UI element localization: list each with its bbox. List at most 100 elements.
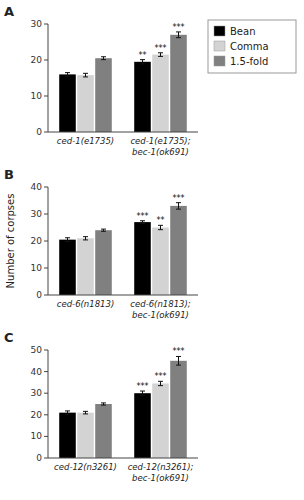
legend-swatch [214, 56, 225, 66]
panel-label: C [4, 330, 14, 345]
error-bar [158, 53, 163, 57]
y-tick-label: 20 [31, 236, 43, 246]
bar [152, 55, 169, 132]
error-bar-cap [140, 395, 145, 396]
annotation: *** [137, 382, 149, 391]
error-bar [83, 411, 88, 414]
y-tick-label: 10 [31, 263, 43, 273]
y-tick-label: 0 [36, 453, 42, 463]
x-axis [48, 132, 198, 133]
error-bar-line [160, 225, 161, 229]
error-bar [140, 221, 145, 224]
x-tick-label-line: ced-6(n1813); [130, 299, 190, 309]
y-axis [48, 24, 49, 132]
annotation: *** [155, 372, 167, 381]
figure: A 0 10 20 30 ced-1(e1735) ced-1(e1735);bec-1(o… [0, 0, 304, 500]
legend-label: Bean [230, 26, 255, 37]
y-tick-label: 20 [31, 55, 43, 65]
y-tick-label: 20 [31, 410, 43, 420]
y-tick [44, 350, 48, 351]
y-tick [44, 414, 48, 415]
y-tick-label: 0 [36, 127, 42, 137]
y-tick-label: 10 [31, 91, 43, 101]
y-tick-label: 0 [36, 290, 42, 300]
error-bar [158, 225, 163, 229]
error-bar-line [142, 391, 143, 395]
panel: C01020304050ced-12(n3261)ced-12(n3261);b… [4, 330, 198, 483]
y-tick-label: 30 [31, 209, 43, 219]
error-bar [140, 60, 145, 64]
panel: B010203040Number of corpsesced-6(n1813)c… [4, 167, 198, 320]
bar [95, 58, 112, 132]
y-tick-label: 10 [31, 431, 43, 441]
bar [170, 35, 187, 132]
y-tick-label: 50 [31, 345, 43, 355]
bar [170, 361, 187, 458]
y-tick [44, 436, 48, 437]
error-bar-cap [101, 231, 106, 232]
plot-area [59, 356, 187, 458]
y-tick [44, 295, 48, 296]
bar [134, 62, 151, 132]
x-tick-label: ced-6(n1813) [57, 299, 114, 309]
bar [170, 206, 187, 295]
error-bar-cap [65, 237, 70, 238]
legend-swatch [214, 41, 225, 51]
y-axis-label: Number of corpses [5, 194, 16, 289]
error-bar-cap [101, 402, 106, 403]
y-tick [44, 371, 48, 372]
error-bar-cap [65, 72, 70, 73]
y-tick [44, 132, 48, 133]
error-bar-line [67, 73, 68, 77]
error-bar [83, 73, 88, 77]
error-bar [65, 238, 70, 242]
plot-area [59, 203, 187, 295]
bar [134, 222, 151, 295]
y-axis [48, 350, 49, 458]
legend: Bean Comma 1.5-fold [208, 20, 296, 73]
y-tick [44, 393, 48, 394]
x-tick-label-line: ced-1(e1735) [57, 136, 114, 146]
plot-area [59, 32, 187, 132]
y-tick-label: 40 [31, 182, 43, 192]
error-bar-line [67, 238, 68, 242]
error-bar-cap [140, 63, 145, 64]
error-bar [65, 411, 70, 414]
x-tick-label: ced-6(n1813);bec-1(ok691) [130, 299, 190, 320]
error-bar-cap [140, 223, 145, 224]
legend-label: Comma [230, 41, 269, 52]
annotation: *** [137, 212, 149, 221]
error-bar-cap [83, 411, 88, 412]
annotation: *** [173, 23, 185, 32]
error-bar-cap [65, 241, 70, 242]
x-tick-label: ced-1(e1735);bec-1(ok691) [130, 136, 190, 157]
error-bar [101, 57, 106, 60]
error-bar-cap [158, 229, 163, 230]
x-axis [48, 295, 198, 296]
legend-label: 1.5-fold [230, 56, 268, 67]
error-bar-cap [158, 385, 163, 386]
y-tick [44, 60, 48, 61]
error-bar-line [160, 53, 161, 57]
annotation: ** [139, 51, 147, 60]
x-tick-label-line: bec-1(ok691) [132, 147, 189, 157]
panel-label: A [4, 4, 14, 19]
y-tick-label: 30 [31, 19, 43, 29]
bar [152, 383, 169, 458]
error-bar-cap [83, 413, 88, 414]
error-bar-cap [65, 76, 70, 77]
legend-box [208, 20, 296, 73]
annotation: ** [157, 216, 165, 225]
error-bar-line [85, 73, 86, 77]
panel: A 0 10 20 30 ced-1(e1735) ced-1(e1735);bec-1(o… [4, 4, 198, 157]
bar [59, 240, 76, 295]
error-bar-cap [101, 59, 106, 60]
error-bar-cap [101, 56, 106, 57]
bar [95, 230, 112, 295]
bar [152, 228, 169, 296]
x-tick-label-line: ced-12(n3261) [54, 462, 117, 472]
error-bar-line [160, 381, 161, 385]
y-axis [48, 187, 49, 295]
error-bar [158, 381, 163, 385]
error-bar [83, 237, 88, 240]
